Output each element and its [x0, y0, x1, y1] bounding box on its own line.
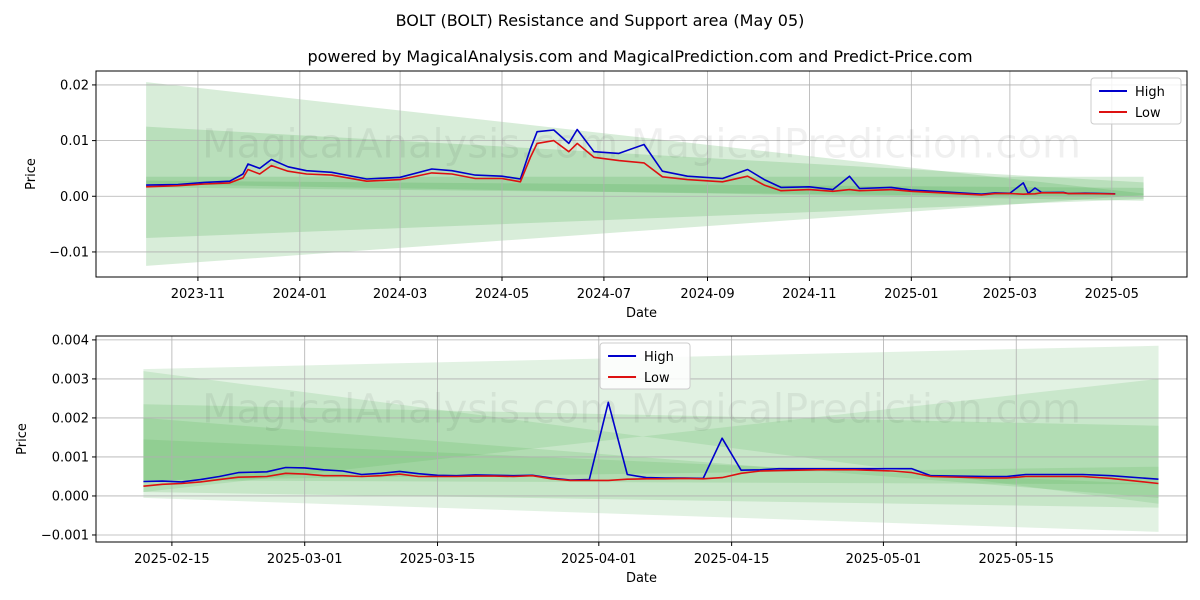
top-panel: MagicalAnalysis.com MagicalPrediction.co… [24, 70, 1188, 321]
x-tick-label: 2023-11 [171, 287, 225, 302]
y-axis-label: Price [24, 158, 39, 190]
legend-label-low: Low [1135, 106, 1161, 121]
x-tick-label: 2025-02-15 [134, 552, 210, 567]
plot-frame [95, 335, 1188, 543]
resistance-support-band-0 [146, 82, 1144, 266]
resistance-support-band-2 [143, 404, 1159, 508]
y-axis-label: Price [15, 423, 30, 455]
y-tick-label: −0.001 [41, 528, 89, 543]
series-line-low [146, 139, 1116, 196]
y-tick-label: 0.001 [52, 450, 89, 465]
x-tick-label: 2024-03 [373, 287, 427, 302]
legend: High Low [1090, 77, 1182, 125]
x-tick-label: 2025-04-01 [561, 552, 637, 567]
x-tick-label: 2025-05-15 [978, 552, 1054, 567]
series-line-low [143, 469, 1159, 487]
y-tick-label: 0.004 [52, 333, 89, 348]
resistance-support-band-3 [143, 417, 1159, 498]
plot-area: MagicalAnalysis.com MagicalPrediction.co… [96, 71, 1187, 277]
x-tick-label: 2025-05 [1085, 287, 1139, 302]
x-tick-label: 2024-11 [782, 287, 836, 302]
x-tick-label: 2025-03-01 [267, 552, 343, 567]
y-tick-label: −0.01 [49, 245, 89, 260]
x-tick-label: 2024-05 [475, 287, 529, 302]
y-tick-label: 0.00 [60, 190, 89, 205]
bottom-panel: MagicalAnalysis.com MagicalPrediction.co… [15, 333, 1188, 586]
resistance-support-band-1 [143, 371, 1159, 504]
legend-label-high: High [644, 350, 674, 365]
y-tick-label: 0.002 [52, 411, 89, 426]
legend-label-low: Low [644, 371, 670, 386]
y-tick-label: 0.01 [60, 134, 89, 149]
plot-area: MagicalAnalysis.com MagicalPrediction.co… [96, 336, 1187, 542]
x-tick-label: 2025-04-15 [694, 552, 770, 567]
y-tick-label: 0.000 [52, 489, 89, 504]
x-tick-label: 2025-01 [884, 287, 938, 302]
resistance-support-band-1 [146, 126, 1144, 239]
resistance-support-band-2 [146, 176, 1144, 201]
resistance-support-band-4 [143, 439, 1159, 485]
x-tick-label: 2024-01 [273, 287, 327, 302]
watermark-text: MagicalAnalysis.com MagicalPrediction.co… [202, 122, 1081, 168]
x-tick-label: 2025-05-01 [846, 552, 922, 567]
y-tick-label: 0.003 [52, 372, 89, 387]
x-tick-label: 2025-03 [983, 287, 1037, 302]
watermark-text: MagicalAnalysis.com MagicalPrediction.co… [202, 387, 1081, 433]
y-tick-label: 0.02 [60, 78, 89, 93]
legend: High Low [599, 342, 691, 390]
x-tick-label: 2024-09 [680, 287, 734, 302]
x-axis-label: Date [626, 306, 657, 321]
plot-frame [95, 70, 1188, 278]
resistance-support-band-3 [146, 180, 1144, 198]
x-tick-label: 2024-07 [577, 287, 631, 302]
x-axis-label: Date [626, 571, 657, 586]
legend-label-high: High [1135, 85, 1165, 100]
chart-title: BOLT (BOLT) Resistance and Support area … [396, 11, 805, 30]
chart-subtitle: powered by MagicalAnalysis.com and Magic… [307, 47, 972, 66]
x-tick-label: 2025-03-15 [400, 552, 476, 567]
resistance-support-band-0 [143, 345, 1159, 532]
